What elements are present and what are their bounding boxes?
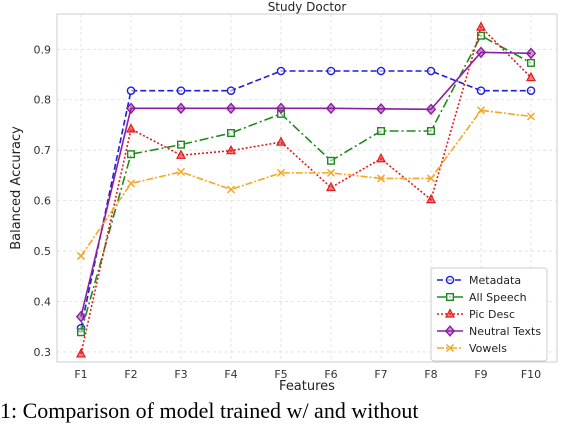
series-group [75, 21, 537, 358]
y-tick-label: 0.6 [34, 195, 52, 208]
data-point [525, 47, 537, 60]
data-point [176, 140, 185, 149]
legend: Metadata All Speech Pic Desc Neutral Texts V… [430, 267, 548, 362]
data-point [176, 149, 186, 159]
y-tick-label: 0.4 [34, 295, 52, 308]
chart-title: Study Doctor [268, 0, 347, 14]
legend-marker [446, 293, 455, 302]
x-tick-label: F2 [124, 368, 137, 381]
legend-entry: All Speech [437, 291, 527, 304]
legend-marker [445, 343, 455, 353]
chart: 0.3 0.4 0.5 0.6 0.7 0.8 0.9 F1 F2 F3 F4 F5 F6 F7 F8 F9… [9, 0, 558, 394]
data-point [176, 167, 186, 176]
data-point [225, 102, 237, 115]
data-point [76, 252, 86, 261]
data-point [527, 58, 536, 67]
legend-entry: Neutral Texts [437, 325, 541, 338]
y-tick-label: 0.7 [34, 144, 52, 157]
data-point [426, 193, 436, 204]
data-point [226, 129, 235, 138]
x-axis: F1 F2 F3 F4 F5 F6 F7 F8 F9 F10 [74, 368, 541, 381]
data-point [427, 127, 436, 136]
series-vowels [76, 106, 536, 261]
data-point [526, 71, 536, 82]
data-point [326, 168, 336, 177]
data-point [326, 66, 336, 76]
series-line [80, 51, 532, 317]
data-point [426, 66, 436, 76]
legend-label: Metadata [469, 274, 521, 287]
data-point [126, 86, 136, 95]
data-point [126, 179, 136, 188]
legend-label: Neutral Texts [469, 325, 541, 338]
series-pic-desc [76, 21, 536, 358]
data-point [176, 86, 186, 95]
data-point [126, 150, 135, 159]
data-point [226, 86, 236, 95]
y-tick-label: 0.3 [34, 346, 52, 359]
data-point [76, 328, 85, 337]
data-point [526, 86, 536, 95]
data-point [325, 102, 337, 115]
legend-marker [445, 308, 455, 318]
series-metadata [76, 66, 536, 333]
y-axis: 0.3 0.4 0.5 0.6 0.7 0.8 0.9 [34, 43, 52, 359]
y-tick-label: 0.9 [34, 43, 52, 56]
legend-entry: Metadata [437, 274, 521, 287]
data-point [476, 21, 486, 31]
data-point [475, 46, 487, 59]
data-point [476, 86, 486, 95]
figure-caption: 1: Comparison of model trained w/ and wi… [0, 398, 419, 423]
legend-marker [445, 275, 455, 285]
data-point [125, 102, 137, 115]
data-point [526, 112, 536, 121]
legend-label: Vowels [469, 342, 507, 355]
data-point [476, 106, 486, 115]
data-point [275, 102, 287, 115]
data-point [376, 152, 386, 163]
x-tick-label: F10 [521, 368, 541, 381]
x-tick-label: F5 [274, 368, 287, 381]
legend-label: Pic Desc [469, 308, 515, 321]
x-tick-label: F7 [374, 368, 387, 381]
y-tick-label: 0.5 [34, 245, 52, 258]
x-tick-label: F9 [474, 368, 487, 381]
data-point [376, 66, 386, 76]
data-point [276, 136, 286, 146]
data-point [226, 144, 236, 155]
series-line [80, 109, 532, 257]
data-point [377, 127, 386, 136]
data-point [75, 310, 87, 323]
data-point [327, 156, 336, 165]
legend-label: All Speech [469, 291, 527, 304]
y-axis-label: Balanced Accuracy [9, 126, 24, 250]
x-tick-label: F1 [74, 368, 87, 381]
series-line [80, 34, 532, 333]
x-tick-label: F8 [424, 368, 437, 381]
series-line [80, 25, 532, 355]
data-point [226, 185, 236, 194]
x-tick-label: F6 [324, 368, 337, 381]
legend-marker [444, 325, 456, 337]
data-point [276, 168, 286, 177]
data-point [376, 174, 386, 183]
legend-box [430, 267, 548, 362]
data-point [126, 123, 136, 133]
x-tick-label: F4 [224, 368, 237, 381]
data-point [326, 181, 336, 192]
x-axis-label: Features [279, 379, 335, 394]
data-point [175, 102, 187, 115]
data-point [276, 66, 286, 76]
legend-entry: Pic Desc [437, 308, 515, 321]
series-neutral-texts [75, 46, 537, 323]
y-tick-label: 0.8 [34, 94, 52, 107]
data-point [375, 102, 387, 115]
data-point [425, 103, 437, 116]
data-point [426, 174, 436, 183]
legend-entry: Vowels [437, 342, 507, 355]
data-point [76, 348, 86, 358]
x-tick-label: F3 [174, 368, 187, 381]
